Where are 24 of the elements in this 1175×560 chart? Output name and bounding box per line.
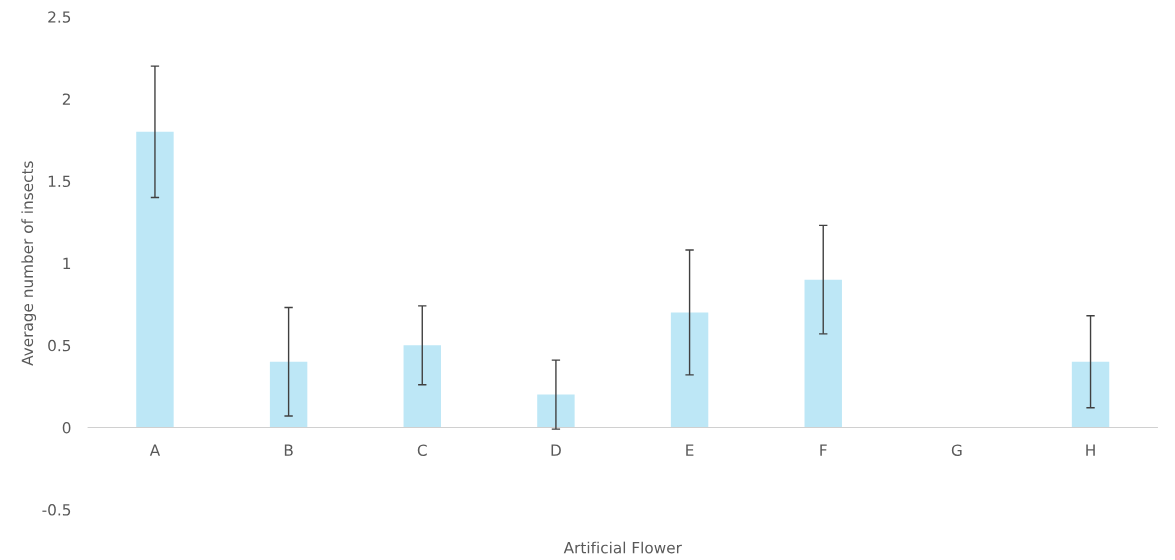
y-tick-label: 2 <box>62 93 70 105</box>
x-tick-label: B <box>284 444 293 456</box>
y-tick-label: 1 <box>63 257 71 269</box>
y-tick-label: -0.5 <box>42 504 71 516</box>
y-axis-title: Average number of insects <box>21 161 37 366</box>
bar <box>804 279 842 428</box>
x-tick-label: E <box>686 444 694 456</box>
y-tick-label: 0.5 <box>48 339 71 352</box>
bar <box>269 361 308 428</box>
bar <box>1071 361 1110 428</box>
x-tick-label: H <box>1086 444 1095 456</box>
x-tick-label: G <box>951 444 962 456</box>
y-tick-label: 2.5 <box>48 11 71 23</box>
x-tick-label: C <box>417 444 427 456</box>
bar <box>403 345 441 428</box>
bar <box>136 131 174 428</box>
bar <box>537 394 575 428</box>
y-tick-label: 0 <box>62 421 71 434</box>
x-tick-label: A <box>149 444 161 456</box>
x-tick-label: F <box>820 444 827 456</box>
x-tick-label: D <box>551 444 561 456</box>
x-axis-title: Artificial Flower <box>563 541 682 554</box>
y-tick-label: 1.5 <box>48 175 71 188</box>
bar <box>670 312 709 428</box>
